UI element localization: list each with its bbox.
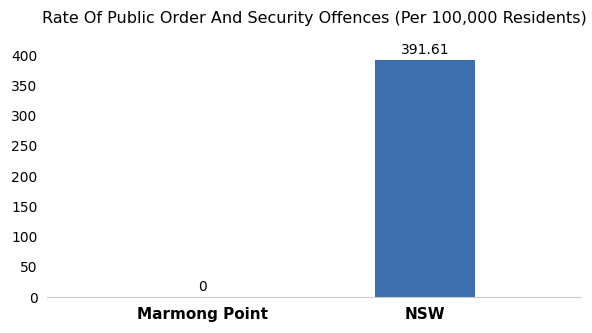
Title: Rate Of Public Order And Security Offences (Per 100,000 Residents): Rate Of Public Order And Security Offenc… (41, 11, 587, 26)
Text: 0: 0 (198, 279, 207, 293)
Bar (375, 60, 475, 297)
Text: 391.61: 391.61 (401, 43, 449, 57)
